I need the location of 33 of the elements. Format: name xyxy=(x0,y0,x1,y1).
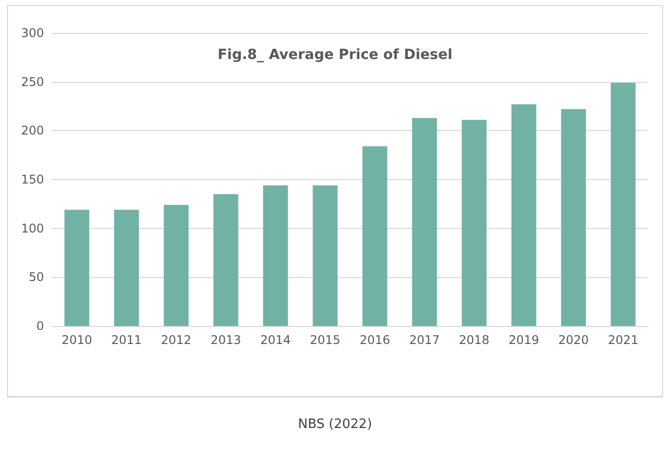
y-tick-label: 100 xyxy=(21,221,44,236)
bar xyxy=(362,146,388,326)
x-tick-label: 2021 xyxy=(608,333,638,347)
text: Fig.8_ Average Price of Diesel xyxy=(218,47,452,63)
bar xyxy=(312,185,338,326)
y-tick-label: 200 xyxy=(21,124,44,138)
x-tick-label: 2017 xyxy=(409,333,440,347)
bar xyxy=(263,185,288,326)
y-tick-label: 300 xyxy=(21,26,44,40)
x-tick-label: 2015 xyxy=(310,333,340,347)
x-tick-label: 2011 xyxy=(111,333,142,347)
bar xyxy=(561,109,586,326)
x-tick-label: 2012 xyxy=(160,333,192,347)
x-tick-label: 2013 xyxy=(210,333,242,347)
bar xyxy=(412,118,437,326)
bar xyxy=(64,210,90,326)
bar xyxy=(164,204,189,326)
bar xyxy=(462,120,487,326)
x-tick-label: 2020 xyxy=(558,333,589,347)
x-tick-label: 2016 xyxy=(360,333,390,347)
y-tick-label: 150 xyxy=(21,172,44,186)
x-tick-label: 2018 xyxy=(458,333,490,347)
y-tick-label: 0 xyxy=(36,319,44,333)
text: NBS (2022) xyxy=(298,417,372,432)
bar xyxy=(511,104,536,326)
x-tick-label: 2010 xyxy=(62,333,92,347)
bar xyxy=(114,210,139,326)
x-tick-label: 2019 xyxy=(508,333,540,347)
x-tick-label: 2014 xyxy=(260,333,291,347)
bar xyxy=(610,82,636,326)
bar xyxy=(213,194,238,326)
y-tick-label: 50 xyxy=(28,270,44,284)
y-tick-label: 250 xyxy=(21,74,44,89)
